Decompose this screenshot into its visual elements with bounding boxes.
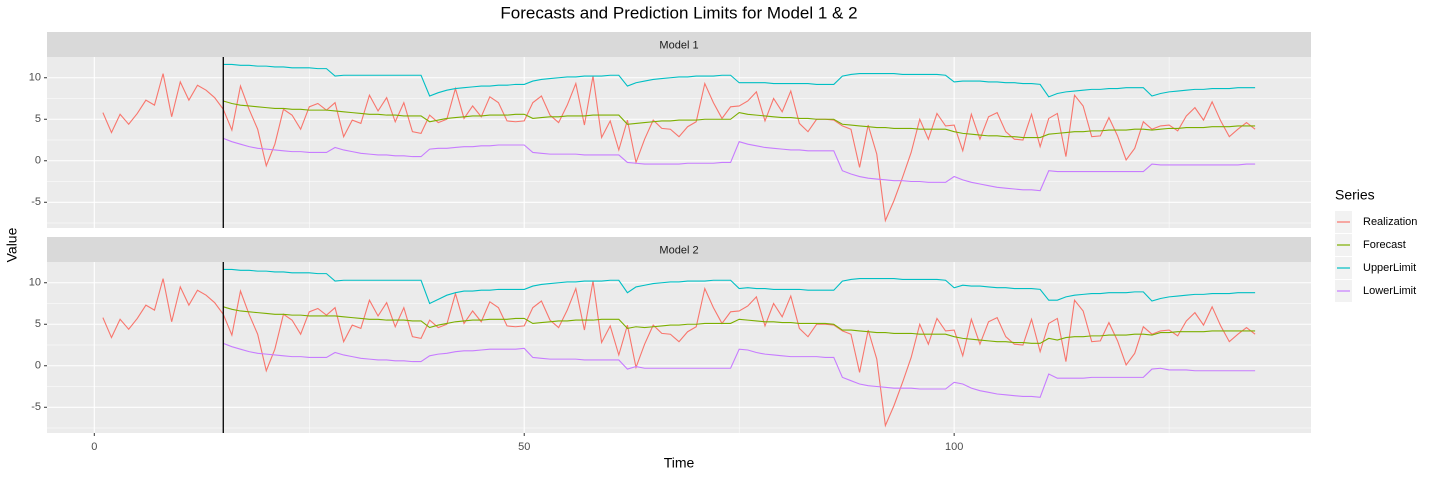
legend-label: LowerLimit [1363,285,1416,297]
series-line [223,268,1256,305]
y-tick-label: 0 [35,360,41,372]
y-tick-label: -5 [31,401,41,413]
x-tick-label: 50 [518,441,530,453]
series-line [223,63,1256,98]
y-tick-label: 0 [35,155,41,167]
x-axis-label: Time [664,455,695,471]
facet-strip [47,237,1311,262]
legend-label: Forecast [1363,239,1406,251]
x-tick-label: 0 [91,441,97,453]
series-line [223,137,1256,192]
series-line [223,100,1256,139]
legend-title: Series [1335,187,1375,203]
legend-label: UpperLimit [1363,262,1416,274]
series-line [223,342,1256,398]
y-tick-label: -5 [31,196,41,208]
x-tick-label: 100 [945,441,963,453]
series-line [102,278,1256,428]
facet-label: Model 1 [659,39,698,51]
chart-title: Forecasts and Prediction Limits for Mode… [500,3,857,22]
y-tick-label: 5 [35,113,41,125]
y-axis-label: Value [4,227,20,262]
panel-background [47,57,1311,228]
facet-strip [47,32,1311,57]
series-line [102,73,1256,223]
panel-background [47,262,1311,433]
facet-label: Model 2 [659,244,698,256]
y-tick-label: 10 [29,277,41,289]
series-line [223,306,1256,344]
y-tick-label: 5 [35,318,41,330]
legend-label: Realization [1363,216,1417,228]
y-tick-label: 10 [29,72,41,84]
